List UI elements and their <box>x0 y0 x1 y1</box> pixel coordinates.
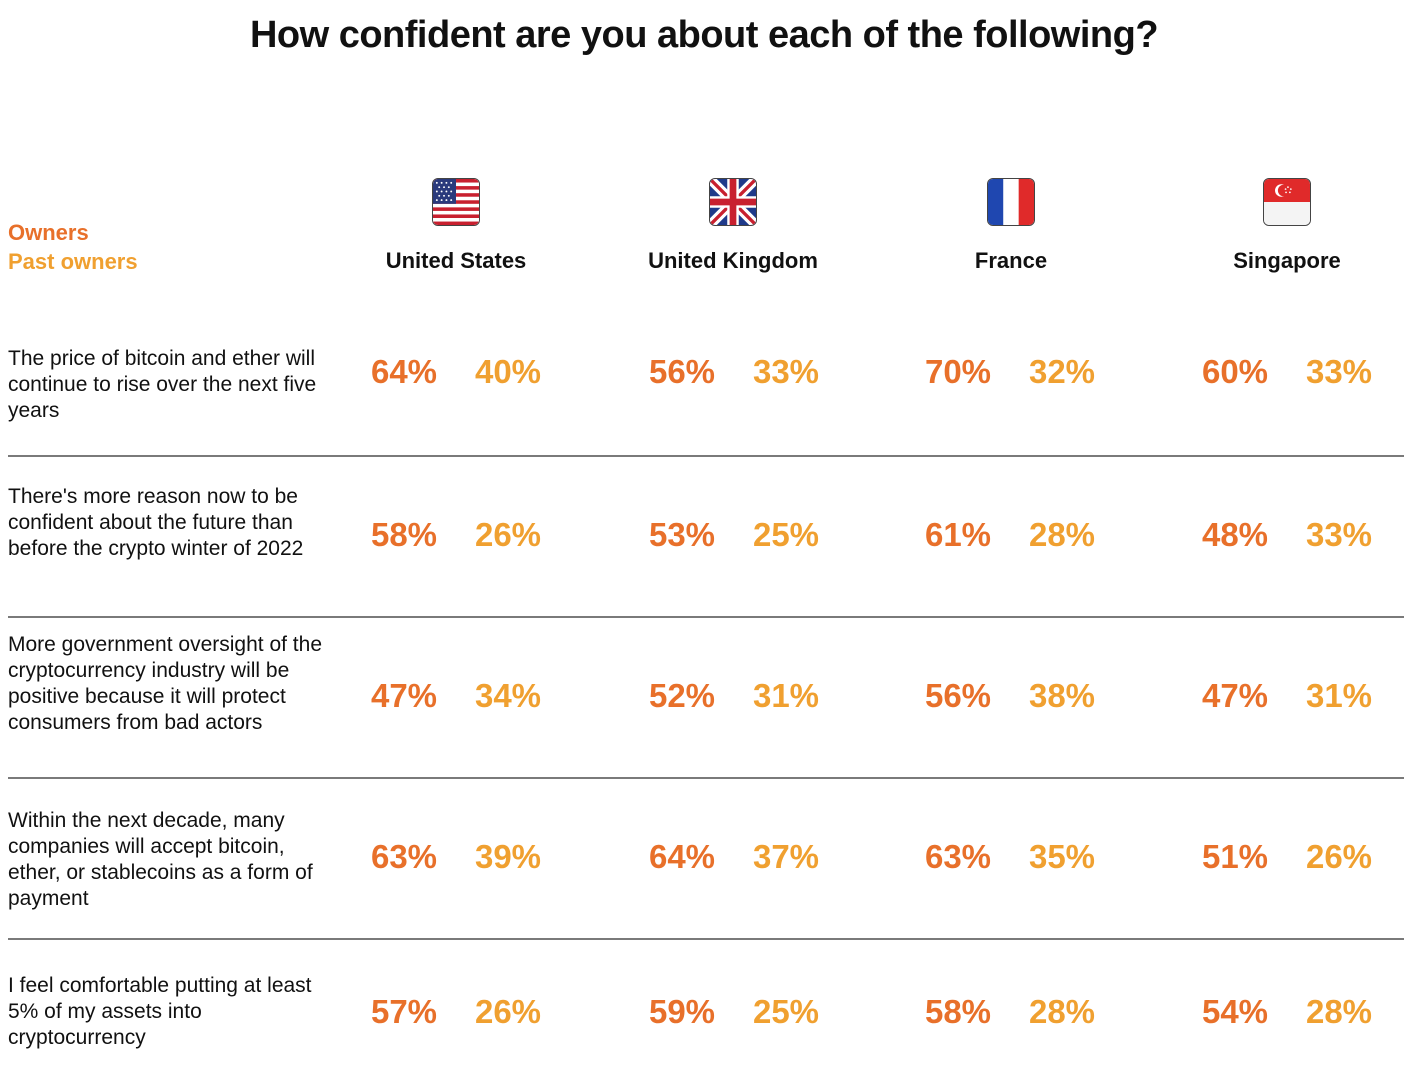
value-past-owners-us-row5: 26% <box>474 993 542 1030</box>
row-divider <box>8 938 1404 940</box>
country-name: United States <box>385 248 527 273</box>
value-owners-us-row3: 47% <box>370 677 438 714</box>
column-header-singapore: Singapore <box>1167 178 1407 274</box>
singapore-flag-icon <box>1263 178 1311 226</box>
value-past-owners-sg-row4: 26% <box>1305 838 1373 875</box>
value-owners-fr-row2: 61% <box>924 516 992 553</box>
value-past-owners-uk-row3: 31% <box>752 677 820 714</box>
row-divider <box>8 777 1404 779</box>
value-owners-sg-row1: 60% <box>1201 353 1269 390</box>
value-past-owners-us-row4: 39% <box>474 838 542 875</box>
value-owners-us-row4: 63% <box>370 838 438 875</box>
chart-title: How confident are you about each of the … <box>249 14 1159 56</box>
value-past-owners-uk-row5: 25% <box>752 993 820 1030</box>
value-past-owners-fr-row3: 38% <box>1028 677 1096 714</box>
value-past-owners-fr-row5: 28% <box>1028 993 1096 1030</box>
value-past-owners-uk-row1: 33% <box>752 353 820 390</box>
value-owners-sg-row5: 54% <box>1201 993 1269 1030</box>
row-label: I feel comfortable putting at least 5% o… <box>8 974 312 1049</box>
value-owners-uk-row3: 52% <box>648 677 716 714</box>
value-past-owners-fr-row2: 28% <box>1028 516 1096 553</box>
row-label: Within the next decade, many companies w… <box>8 809 313 910</box>
us-flag-icon <box>432 178 480 226</box>
column-header-united-kingdom: United Kingdom <box>613 178 853 274</box>
value-owners-sg-row2: 48% <box>1201 516 1269 553</box>
value-past-owners-fr-row4: 35% <box>1028 838 1096 875</box>
value-owners-us-row5: 57% <box>370 993 438 1030</box>
row-label: The price of bitcoin and ether will cont… <box>8 347 317 422</box>
country-name: United Kingdom <box>648 248 818 273</box>
legend-owners: Owners <box>8 220 89 245</box>
value-owners-uk-row2: 53% <box>648 516 716 553</box>
column-header-united-states: United States <box>336 178 576 274</box>
row-divider <box>8 616 1404 618</box>
value-past-owners-uk-row2: 25% <box>752 516 820 553</box>
value-past-owners-us-row3: 34% <box>474 677 542 714</box>
value-owners-fr-row3: 56% <box>924 677 992 714</box>
legend: Owners Past owners <box>8 218 138 276</box>
value-owners-uk-row1: 56% <box>648 353 716 390</box>
value-past-owners-sg-row2: 33% <box>1305 516 1373 553</box>
value-owners-sg-row3: 47% <box>1201 677 1269 714</box>
value-past-owners-fr-row1: 32% <box>1028 353 1096 390</box>
column-header-france: France <box>891 178 1131 274</box>
uk-flag-icon <box>709 178 757 226</box>
value-owners-us-row2: 58% <box>370 516 438 553</box>
row-label: More government oversight of the cryptoc… <box>8 633 322 734</box>
row-label: There's more reason now to be confident … <box>8 485 304 560</box>
country-name: France <box>974 248 1048 273</box>
value-owners-fr-row5: 58% <box>924 993 992 1030</box>
value-owners-uk-row5: 59% <box>648 993 716 1030</box>
country-name: Singapore <box>1233 248 1341 273</box>
legend-past-owners: Past owners <box>8 249 138 274</box>
value-owners-uk-row4: 64% <box>648 838 716 875</box>
value-past-owners-uk-row4: 37% <box>752 838 820 875</box>
value-owners-sg-row4: 51% <box>1201 838 1269 875</box>
value-owners-us-row1: 64% <box>370 353 438 390</box>
value-past-owners-us-row1: 40% <box>474 353 542 390</box>
value-past-owners-us-row2: 26% <box>474 516 542 553</box>
value-past-owners-sg-row3: 31% <box>1305 677 1373 714</box>
value-owners-fr-row1: 70% <box>924 353 992 390</box>
row-divider <box>8 455 1404 457</box>
value-past-owners-sg-row1: 33% <box>1305 353 1373 390</box>
value-past-owners-sg-row5: 28% <box>1305 993 1373 1030</box>
france-flag-icon <box>987 178 1035 226</box>
value-owners-fr-row4: 63% <box>924 838 992 875</box>
